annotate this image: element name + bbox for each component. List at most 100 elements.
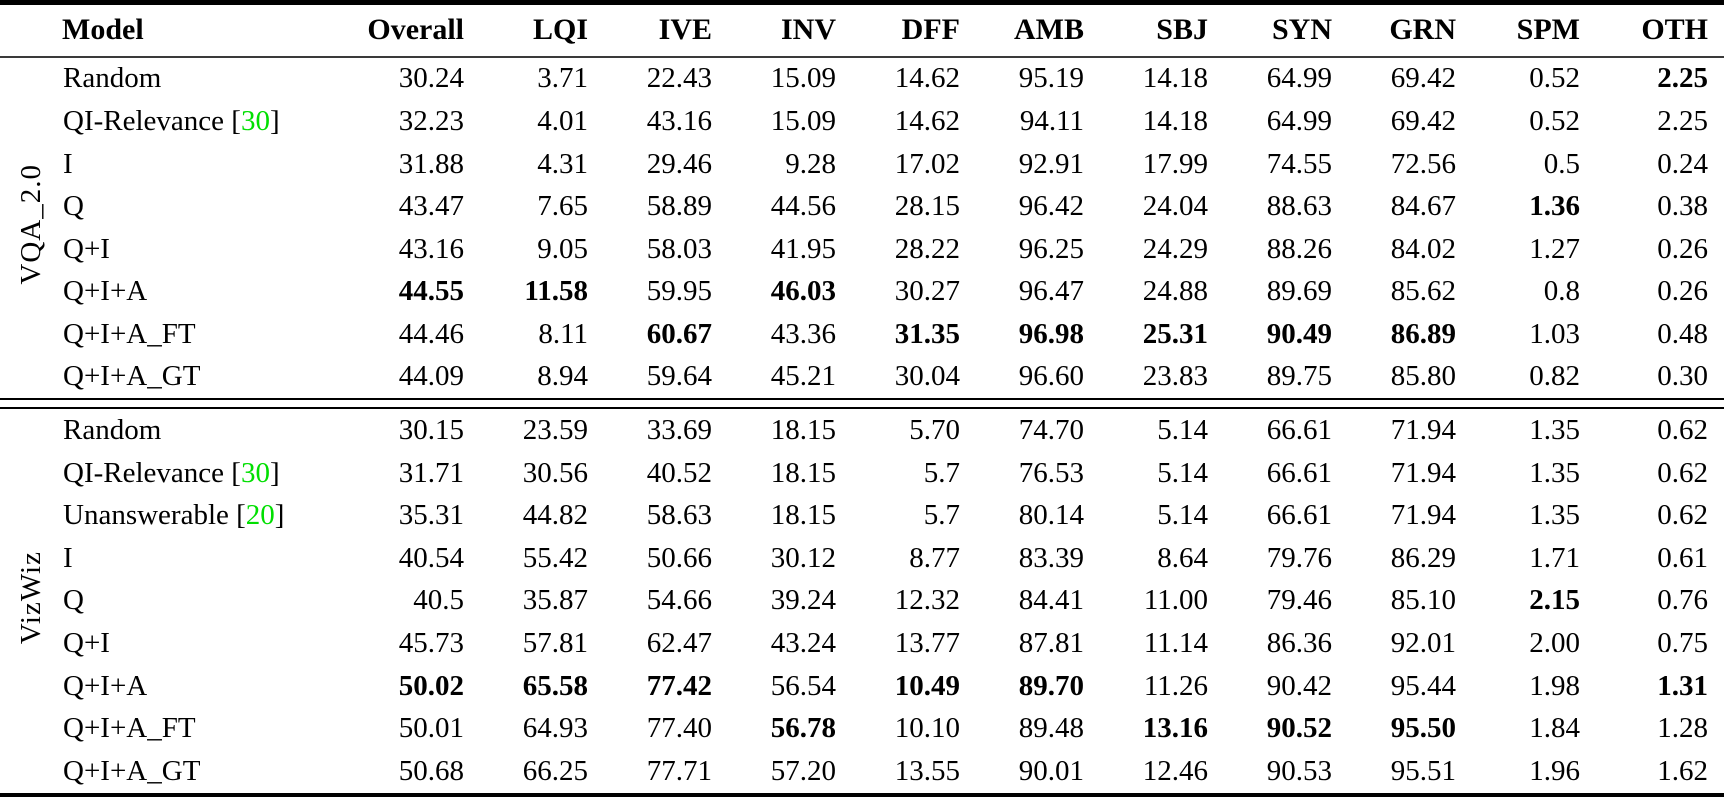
metric-value: 0.75: [1657, 627, 1708, 660]
column-header-sbj: SBJ: [1100, 2, 1224, 58]
metric-value: 96.47: [1018, 275, 1084, 308]
citation-link[interactable]: 30: [240, 105, 270, 138]
metric-value: 22.43: [646, 62, 712, 95]
column-header-spm: SPM: [1472, 2, 1596, 58]
table-row: VQA_2.0 Random 30.24 3.71 22.43 15.09 14.62 95.…: [0, 57, 1724, 284]
metric-value: 8.94: [537, 360, 588, 393]
metric-value: 90.53: [1266, 754, 1332, 787]
metric-value: 23.59: [522, 414, 588, 447]
metric-value: 2.25: [1657, 62, 1708, 95]
metric-value: 5.70: [909, 414, 960, 447]
model-name: Random: [63, 414, 162, 447]
metric-value: 45.73: [398, 627, 464, 660]
model-cell: Q+I+A_GT: [62, 356, 352, 400]
metric-value: 89.75: [1266, 360, 1332, 393]
metric-value: 0.30: [1657, 360, 1708, 393]
metric-value: 24.04: [1142, 190, 1208, 223]
metric-value: 90.01: [1018, 754, 1084, 787]
metric-value: 1.03: [1529, 317, 1580, 350]
metric-value: 92.91: [1018, 147, 1084, 180]
metric-value: 9.05: [537, 232, 588, 265]
column-header-grn: GRN: [1348, 2, 1472, 58]
metric-value: 31.88: [398, 147, 464, 180]
citation-link[interactable]: 20: [245, 499, 275, 532]
metric-value: 58.63: [646, 499, 712, 532]
metric-value: 0.24: [1657, 147, 1708, 180]
metric-value: 10.10: [894, 712, 960, 745]
metric-value: 11.14: [1143, 627, 1208, 660]
metric-value: 95.19: [1018, 62, 1084, 95]
metric-value: 96.42: [1018, 190, 1084, 223]
table-row: QI-Relevance [30] 31.71 30.56 40.52 18.15 5.7…: [0, 452, 1724, 495]
model-name: Q+I+A_FT: [63, 317, 196, 350]
metric-value: 0.52: [1529, 62, 1580, 95]
metric-value: 12.32: [894, 584, 960, 617]
table-row: Unanswerable [20] 35.31 44.82 58.63 18.15 5.7…: [0, 495, 1724, 538]
metric-value: 17.99: [1142, 147, 1208, 180]
metric-value: 28.22: [894, 232, 960, 265]
metric-value: 56.54: [770, 669, 836, 702]
model-cell: Q: [62, 580, 352, 623]
metric-value: 86.89: [1390, 317, 1456, 350]
metric-value: 85.62: [1390, 275, 1456, 308]
model-cell: Random: [62, 408, 352, 452]
metric-value: 71.94: [1390, 456, 1456, 489]
metric-value: 10.49: [894, 669, 960, 702]
metric-value: 5.14: [1157, 456, 1208, 489]
metric-value: 2.25: [1657, 105, 1708, 138]
metric-value: 45.21: [770, 360, 836, 393]
metric-value: 79.76: [1266, 541, 1332, 574]
metric-value: 11.26: [1143, 669, 1208, 702]
metric-value: 84.67: [1390, 190, 1456, 223]
model-cell: Q+I+A: [62, 665, 352, 708]
metric-value: 64.93: [522, 712, 588, 745]
metric-value: 3.71: [537, 62, 588, 95]
metric-value: 44.09: [398, 360, 464, 393]
metric-value: 44.55: [398, 275, 464, 308]
metric-value: 9.28: [785, 147, 836, 180]
model-name: Q+I+A_GT: [63, 360, 201, 393]
metric-value: 30.12: [770, 541, 836, 574]
column-header-dff: DFF: [852, 2, 976, 58]
metric-value: 2.00: [1529, 627, 1580, 660]
metric-value: 60.67: [646, 317, 712, 350]
metric-value: 85.80: [1390, 360, 1456, 393]
column-header-oth: OTH: [1596, 2, 1724, 58]
model-cell: Q: [62, 185, 352, 228]
metric-value: 80.14: [1018, 499, 1084, 532]
column-header-overall: Overall: [352, 2, 480, 58]
metric-value: 14.18: [1142, 62, 1208, 95]
metric-value: 44.46: [398, 317, 464, 350]
metric-value: 8.64: [1157, 541, 1208, 574]
metric-value: 11.58: [524, 275, 588, 308]
metric-value: 40.54: [398, 541, 464, 574]
model-cell: Unanswerable [20]: [63, 499, 285, 532]
group-label: VizWiz: [0, 408, 62, 795]
metric-value: 5.14: [1157, 499, 1208, 532]
metric-value: 66.61: [1266, 499, 1332, 532]
metric-value: 35.31: [398, 499, 464, 532]
metric-value: 66.61: [1266, 414, 1332, 447]
metric-value: 57.81: [522, 627, 588, 660]
metric-value: 89.70: [1018, 669, 1084, 702]
metric-value: 14.62: [894, 105, 960, 138]
metric-value: 29.46: [646, 147, 712, 180]
metric-value: 62.47: [646, 627, 712, 660]
metric-value: 94.11: [1019, 105, 1084, 138]
metric-value: 65.58: [522, 669, 588, 702]
metric-value: 50.01: [398, 712, 464, 745]
metric-value: 58.03: [646, 232, 712, 265]
metric-value: 0.52: [1529, 105, 1580, 138]
citation-link[interactable]: 30: [240, 456, 270, 489]
model-name: Q: [63, 190, 84, 223]
metric-value: 8.11: [538, 317, 588, 350]
table-row: QI-Relevance [30] 32.23 4.01 43.16 15.09 14.6…: [0, 100, 1724, 143]
metric-value: 2.15: [1529, 584, 1580, 617]
metric-value: 83.39: [1018, 541, 1084, 574]
metric-value: 30.24: [398, 62, 464, 95]
model-cell: Q+I+A_GT: [62, 750, 352, 795]
metric-value: 24.29: [1142, 232, 1208, 265]
model-cell: Q+I+A_FT: [62, 707, 352, 750]
metric-value: 96.25: [1018, 232, 1084, 265]
metric-value: 43.16: [646, 105, 712, 138]
